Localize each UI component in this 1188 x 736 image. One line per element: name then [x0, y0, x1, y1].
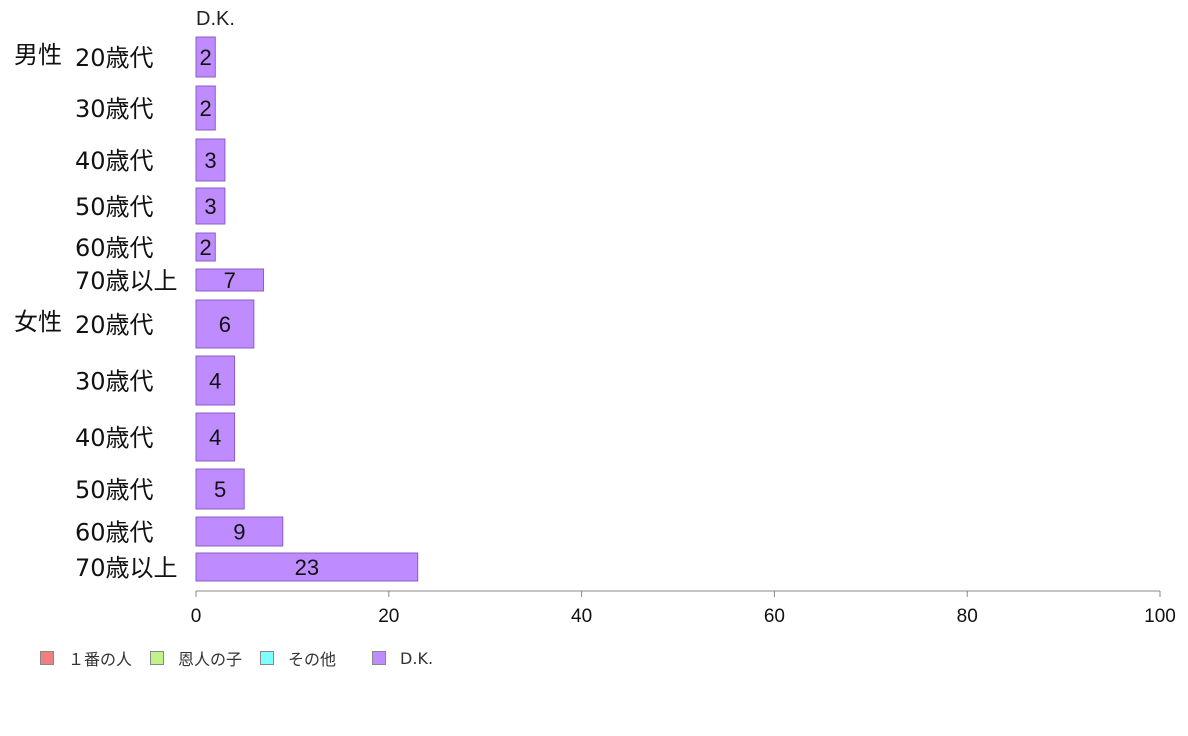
x-tick-label-6: 100	[1144, 606, 1176, 627]
data-label-8: 4	[209, 369, 221, 394]
bar-3	[195, 138, 226, 182]
bar-4	[195, 187, 226, 225]
legend-swatch-1	[40, 651, 54, 665]
bar-9	[195, 412, 236, 462]
data-label-9: 4	[209, 425, 221, 450]
category-label-11: 60歳代	[75, 519, 154, 547]
data-label-6: 7	[224, 268, 236, 293]
legend-item-1: １番の人	[40, 646, 132, 670]
data-label-11: 9	[233, 520, 245, 545]
category-label-10: 50歳代	[75, 476, 154, 504]
x-tick-label-2: 20	[378, 606, 399, 627]
legend-swatch-3	[260, 651, 275, 665]
data-label-7: 6	[219, 312, 231, 337]
category-label-6: 70歳以上	[75, 267, 178, 295]
bar-1	[195, 36, 216, 78]
bar-8	[195, 355, 236, 406]
legend-label-3: その他	[288, 650, 337, 669]
data-label-3: 3	[204, 148, 216, 173]
x-tick-label-1: 0	[191, 606, 202, 627]
legend-label-4: D.K.	[400, 648, 434, 668]
legend-label-1: １番の人	[68, 650, 133, 669]
data-label-1: 2	[200, 45, 212, 70]
x-tick-label-4: 60	[764, 606, 785, 627]
category-label-7: 20歳代	[75, 311, 154, 339]
bar-2	[195, 85, 216, 131]
legend-item-2: 恩人の子	[150, 646, 242, 670]
data-label-12: 23	[295, 555, 319, 580]
legend: １番の人 恩人の子 その他 D.K.	[40, 646, 451, 670]
category-label-1: 20歳代	[75, 44, 154, 72]
category-label-5: 60歳代	[75, 234, 154, 262]
category-label-4: 50歳代	[75, 193, 154, 221]
category-label-12: 70歳以上	[75, 554, 178, 582]
category-label-8: 30歳代	[75, 368, 154, 396]
bar-12	[195, 552, 419, 582]
bar-11	[195, 516, 284, 547]
group-label-2: 女性	[14, 308, 62, 336]
data-label-5: 2	[200, 235, 212, 260]
legend-item-3: その他	[260, 646, 336, 670]
category-label-9: 40歳代	[75, 424, 154, 452]
legend-item-4: D.K.	[372, 649, 433, 668]
x-tick-label-5: 80	[957, 606, 978, 627]
category-label-3: 40歳代	[75, 147, 154, 175]
data-label-4: 3	[204, 194, 216, 219]
category-label-2: 30歳代	[75, 95, 154, 123]
legend-swatch-2	[150, 651, 165, 665]
series-header: D.K.	[196, 8, 235, 30]
group-label-1: 男性	[14, 41, 62, 69]
bar-10	[195, 468, 245, 510]
bar-7	[195, 299, 255, 349]
data-label-2: 2	[200, 96, 212, 121]
data-label-10: 5	[214, 477, 226, 502]
legend-label-2: 恩人の子	[178, 650, 243, 669]
bar-6	[195, 268, 264, 292]
bar-5	[195, 232, 216, 262]
legend-swatch-4	[372, 651, 387, 665]
x-tick-label-3: 40	[571, 606, 592, 627]
